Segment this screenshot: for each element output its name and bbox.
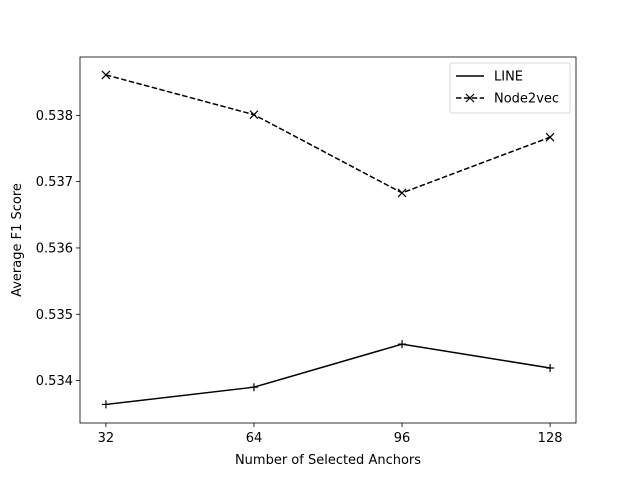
data-point [545,132,555,142]
plot-background [80,57,576,423]
y-tick-label: 0.538 [36,109,73,124]
x-axis-label: Number of Selected Anchors [235,453,421,468]
plot-frame [79,56,577,424]
y-axis: 0.534 0.535 0.536 0.537 0.538 [36,109,80,389]
y-axis-label: Average F1 Score [10,183,25,297]
data-point [546,363,555,372]
series-line [105,343,551,406]
legend-label: Node2vec [494,92,559,107]
x-axis: 32 64 96 128 [98,423,563,446]
data-point [249,110,259,120]
data-point [398,340,407,349]
series-layer [101,70,555,409]
x-tick-label: 32 [98,431,115,446]
series-line [105,74,551,194]
x-tick-label: 64 [246,431,263,446]
x-tick-label: 128 [538,431,563,446]
y-tick-label: 0.537 [36,175,73,190]
legend-marker [465,93,475,103]
data-point [101,70,111,80]
y-tick-label: 0.534 [36,374,73,389]
x-tick-label: 96 [394,431,411,446]
legend: LINE Node2vec [449,62,571,114]
series-line [101,340,555,409]
series-node2vec [101,70,555,198]
y-tick-label: 0.536 [36,241,73,256]
data-point [397,188,407,198]
legend-item: Node2vec [456,92,559,107]
data-point [249,383,258,392]
legend-item: LINE [456,70,523,85]
y-tick-label: 0.535 [36,308,73,323]
data-point [101,400,110,409]
legend-label: LINE [494,70,523,85]
